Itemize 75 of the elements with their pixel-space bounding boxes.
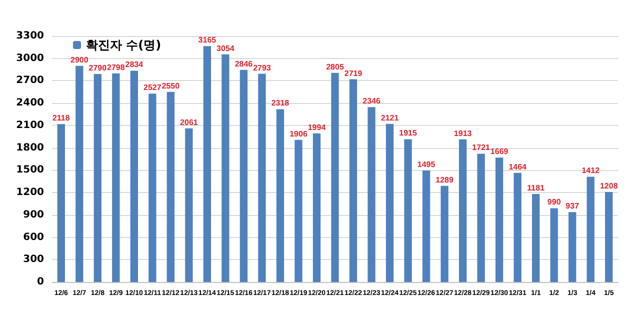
bar xyxy=(331,72,339,282)
data-label: 2793 xyxy=(253,63,272,72)
data-label: 2346 xyxy=(362,96,381,106)
bar xyxy=(112,73,120,282)
data-label: 2834 xyxy=(125,60,144,70)
data-label: 2798 xyxy=(107,62,126,72)
bar xyxy=(386,124,394,282)
data-label: 2846 xyxy=(234,59,254,68)
y-tick-label: 0 xyxy=(37,276,44,288)
data-label: 2318 xyxy=(271,98,290,108)
y-tick-label: 1500 xyxy=(16,164,44,176)
bar xyxy=(477,154,485,282)
data-label: 1994 xyxy=(308,122,326,132)
bar xyxy=(222,54,230,282)
y-tick-label: 900 xyxy=(23,209,44,220)
bar xyxy=(514,172,522,282)
bar xyxy=(130,70,138,282)
bar xyxy=(349,79,358,282)
data-label: 2550 xyxy=(162,81,180,90)
bar xyxy=(185,128,193,282)
bar xyxy=(422,170,430,282)
data-label: 1669 xyxy=(490,147,509,156)
bar xyxy=(148,94,156,282)
bar xyxy=(258,74,266,282)
data-label: 1464 xyxy=(508,162,528,172)
y-tick-label: 600 xyxy=(23,232,44,243)
bar xyxy=(240,70,248,282)
data-label: 1289 xyxy=(436,175,454,184)
data-label: 2900 xyxy=(70,55,89,64)
data-label: 2118 xyxy=(52,114,70,123)
bar xyxy=(550,208,558,282)
bar xyxy=(57,124,65,282)
data-label: 1721 xyxy=(472,143,491,152)
legend-label: 확진자 수(명) xyxy=(86,38,162,52)
y-tick-label: 3300 xyxy=(16,30,44,42)
bar xyxy=(312,133,321,282)
bar xyxy=(203,46,212,282)
bar xyxy=(294,140,302,282)
data-label: 990 xyxy=(547,198,562,207)
bar xyxy=(495,158,504,282)
data-label: 2805 xyxy=(326,62,344,72)
y-tick-label: 1200 xyxy=(16,187,44,198)
bar xyxy=(532,194,540,282)
data-label: 1208 xyxy=(600,181,618,190)
bar xyxy=(368,107,376,282)
y-tick-label: 2400 xyxy=(16,98,44,109)
y-tick-label: 1800 xyxy=(16,142,44,154)
bar xyxy=(76,66,84,282)
data-label: 2790 xyxy=(88,64,108,73)
bar xyxy=(586,176,594,282)
bar xyxy=(568,212,576,282)
data-label: 3165 xyxy=(198,36,217,45)
data-label: 1915 xyxy=(399,128,418,138)
bar xyxy=(166,92,175,282)
data-label: 937 xyxy=(566,202,580,211)
y-tick-label: 300 xyxy=(23,254,44,266)
bar xyxy=(458,139,467,282)
data-label: 1181 xyxy=(527,183,546,192)
data-label: 1495 xyxy=(417,160,436,170)
data-label: 1412 xyxy=(582,166,600,176)
bar xyxy=(276,109,284,282)
data-label: 1906 xyxy=(290,129,308,138)
data-label: 3054 xyxy=(216,44,235,53)
data-label: 2527 xyxy=(144,83,162,92)
data-label: 2061 xyxy=(180,118,198,127)
bar xyxy=(605,192,613,282)
data-label: 2719 xyxy=(344,68,363,78)
bar xyxy=(404,139,412,282)
data-label: 1913 xyxy=(454,128,472,138)
y-tick-label: 2700 xyxy=(16,75,44,86)
y-tick-label: 2100 xyxy=(16,120,44,131)
bar xyxy=(440,186,448,282)
bar xyxy=(94,74,102,282)
y-tick-label: 3000 xyxy=(16,52,44,64)
data-label: 2121 xyxy=(380,113,400,122)
